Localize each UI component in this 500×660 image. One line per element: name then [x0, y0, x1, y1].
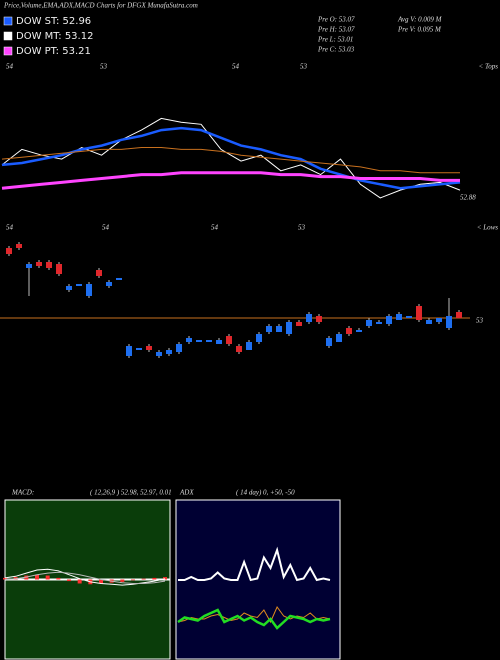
- legend-label: DOW PT: 53.21: [16, 46, 91, 57]
- histogram-bar: [3, 577, 7, 580]
- candle-body: [176, 344, 182, 352]
- histogram-bar: [56, 577, 61, 580]
- panel-label: 53: [298, 224, 306, 232]
- histogram-bar: [141, 578, 146, 580]
- candle-body: [376, 322, 382, 324]
- candle-body: [356, 330, 362, 332]
- series-line: [178, 546, 331, 582]
- panel-label: 54: [102, 224, 110, 232]
- candle-body: [256, 334, 262, 342]
- candle-body: [226, 336, 232, 344]
- candle-body: [56, 264, 62, 274]
- candle-body: [246, 342, 252, 350]
- panel-label: < Lows: [477, 224, 499, 232]
- candle-body: [186, 338, 192, 342]
- candle-body: [196, 340, 202, 342]
- panel-label: 54: [6, 224, 14, 232]
- candle-body: [286, 322, 292, 334]
- histogram-bar: [77, 579, 82, 584]
- candle-body: [236, 346, 242, 352]
- candle-body: [6, 248, 12, 254]
- panel-subtitle: ( 14 day) 0, +50, -50: [236, 489, 295, 497]
- histogram-bar: [45, 575, 50, 580]
- candle-body: [36, 262, 42, 266]
- histogram-bar: [131, 579, 135, 581]
- candle-body: [306, 314, 312, 322]
- candle-body: [266, 326, 272, 332]
- candle-body: [326, 338, 332, 346]
- panel-subtitle: ( 12,26,9 ) 52.98, 52.97, 0.01: [90, 489, 172, 497]
- candle-body: [346, 328, 352, 334]
- candle-body: [396, 314, 402, 320]
- info-text: Pre V: 0.095 M: [397, 26, 442, 34]
- series-line: [4, 571, 166, 584]
- series-line: [177, 606, 331, 624]
- histogram-bar: [152, 577, 157, 580]
- candle-body: [156, 352, 162, 356]
- candle-body: [116, 278, 122, 280]
- candle-body: [166, 350, 172, 354]
- chart-title: Price,Volume,EMA,ADX,MACD Charts for DFG…: [3, 2, 198, 10]
- panel-label: 54: [211, 224, 219, 232]
- histogram-bar: [35, 574, 39, 580]
- panel-label: 53: [100, 63, 108, 71]
- candle-body: [386, 316, 392, 324]
- panel-title: ADX: [179, 489, 194, 497]
- info-text: Avg V: 0.009 M: [397, 16, 443, 24]
- candle-body: [416, 306, 422, 320]
- panel-label: 54: [6, 63, 14, 71]
- info-text: Pre O: 53.07: [317, 16, 355, 24]
- candle-body: [136, 348, 142, 350]
- candle-body: [16, 244, 22, 248]
- series-line: [1, 126, 461, 190]
- y-tick-label: 53: [476, 317, 484, 325]
- candle-body: [146, 346, 152, 350]
- candle-body: [216, 340, 222, 344]
- candle-body: [76, 284, 82, 286]
- candle-body: [46, 262, 52, 268]
- histogram-bar: [120, 579, 125, 582]
- candle-body: [436, 318, 442, 322]
- candle-body: [206, 340, 212, 342]
- candle-body: [406, 316, 412, 318]
- legend-swatch: [3, 31, 13, 41]
- series-line: [177, 608, 331, 630]
- histogram-bar: [67, 579, 71, 582]
- candle-body: [426, 320, 432, 324]
- candle-body: [276, 326, 282, 332]
- series-line: [1, 171, 460, 190]
- panel-label: 54: [232, 63, 240, 71]
- histogram-bar: [163, 577, 167, 580]
- legend-swatch: [3, 16, 13, 26]
- candle-body: [336, 334, 342, 342]
- candle-body: [316, 316, 322, 322]
- info-text: Pre H: 53.07: [317, 26, 355, 34]
- legend-swatch: [3, 46, 13, 56]
- panel-label: < Tops: [479, 63, 499, 71]
- candle-body: [366, 320, 372, 326]
- series-line: [1, 147, 460, 174]
- panel-label: 53: [300, 63, 308, 71]
- panel-title: MACD:: [11, 489, 34, 497]
- legend-label: DOW ST: 52.96: [16, 16, 91, 27]
- candle-body: [86, 284, 92, 296]
- info-text: Pre L: 53.01: [317, 36, 353, 44]
- legend-label: DOW MT: 53.12: [16, 31, 93, 42]
- info-text: Pre C: 53.03: [317, 46, 355, 54]
- candle-body: [296, 322, 302, 326]
- candle-body: [126, 346, 132, 356]
- candle-body: [456, 312, 462, 318]
- histogram-bar: [99, 579, 103, 584]
- candle-body: [26, 264, 32, 268]
- candle-body: [446, 316, 452, 328]
- candle-body: [106, 282, 112, 286]
- last-price-label: 52.88: [460, 194, 476, 202]
- candle-body: [96, 270, 102, 276]
- candle-body: [66, 286, 72, 290]
